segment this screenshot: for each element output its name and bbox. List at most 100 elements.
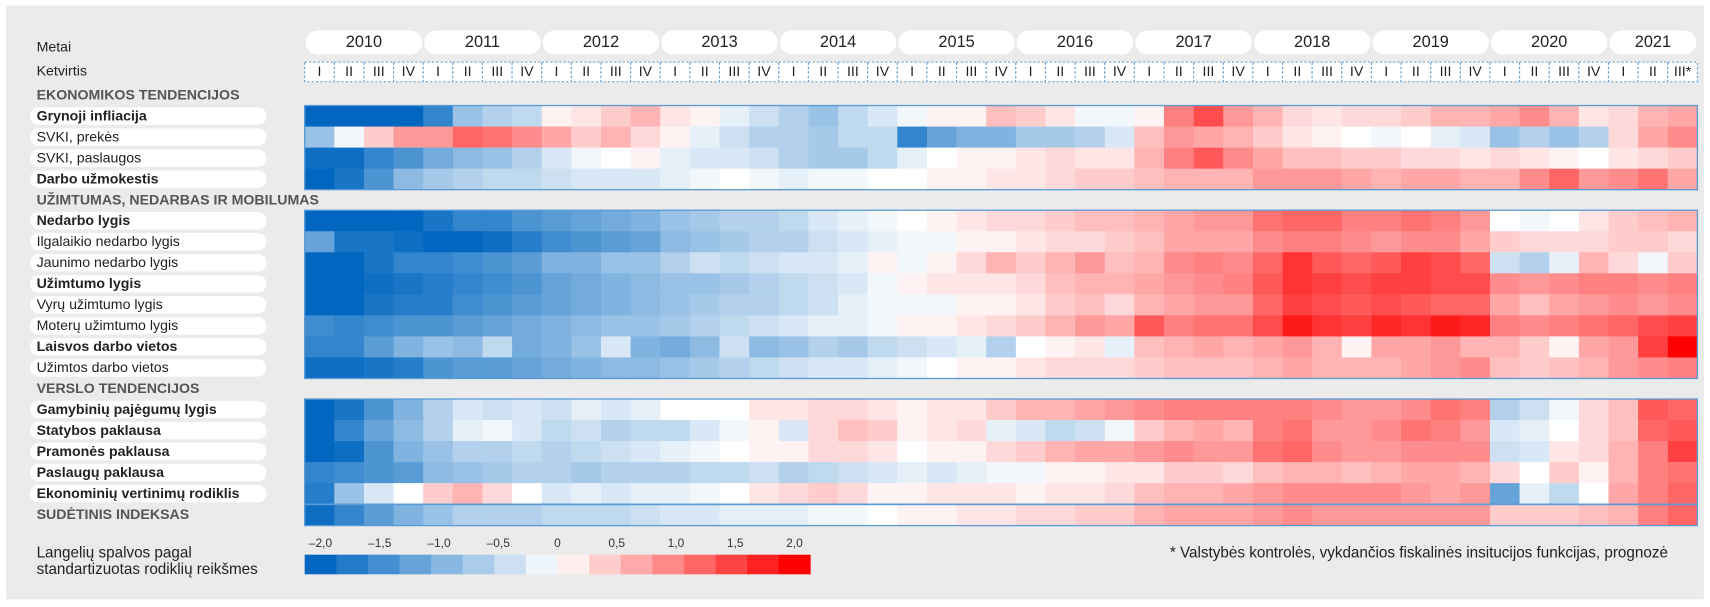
heat-cell <box>1104 231 1135 253</box>
heat-cell <box>897 336 928 358</box>
heat-cell <box>1519 357 1550 379</box>
heat-cell <box>956 252 987 274</box>
heat-cell <box>512 504 543 526</box>
heat-cell <box>1134 168 1165 191</box>
heat-cell <box>423 252 454 274</box>
year-pill <box>661 30 778 55</box>
heat-cell <box>897 483 928 505</box>
heat-cell <box>1341 168 1372 191</box>
heat-cell <box>452 105 483 127</box>
heat-cell <box>1460 231 1491 253</box>
heat-cell <box>719 504 750 526</box>
heat-cell <box>1489 357 1520 379</box>
heat-cell <box>541 357 572 379</box>
heat-cell <box>1134 420 1165 442</box>
heat-cell <box>1312 273 1343 295</box>
heat-cell <box>926 273 957 295</box>
heat-cell <box>571 273 602 295</box>
heat-cell <box>867 252 898 274</box>
heat-cell <box>1104 168 1135 191</box>
heat-cell <box>1075 336 1106 358</box>
year-pill <box>1016 30 1134 55</box>
quarter-label: II <box>1530 64 1538 80</box>
heat-cell <box>1460 462 1491 484</box>
heat-cell <box>986 441 1017 463</box>
heat-cell <box>897 357 928 379</box>
heat-cell <box>600 273 631 295</box>
heat-cell <box>1549 462 1580 484</box>
heat-cell <box>1312 441 1343 463</box>
heat-cell <box>660 420 691 442</box>
heat-cell <box>1104 252 1135 274</box>
heat-cell <box>1104 126 1135 148</box>
heat-cell <box>1578 210 1609 232</box>
heat-cell <box>838 420 869 442</box>
heat-cell <box>334 441 365 463</box>
heat-cell <box>600 420 631 442</box>
heat-cell <box>1134 273 1165 295</box>
heat-cell <box>719 294 750 316</box>
heat-cell <box>571 399 602 421</box>
heat-cell <box>1608 273 1639 295</box>
heat-cell <box>1015 357 1046 379</box>
heat-cell <box>452 147 483 169</box>
heat-cell <box>749 294 780 316</box>
heat-cell <box>512 462 543 484</box>
heat-cell <box>1075 210 1106 232</box>
heat-cell <box>423 441 454 463</box>
heat-cell <box>1549 441 1580 463</box>
heat-cell <box>719 420 750 442</box>
year-label: 2016 <box>1057 33 1093 51</box>
heat-cell <box>630 126 661 148</box>
heat-cell <box>808 441 839 463</box>
heat-cell <box>1193 252 1224 274</box>
heat-cell <box>1223 483 1254 505</box>
heat-cell <box>1608 315 1639 337</box>
heat-cell <box>986 399 1017 421</box>
heat-cell <box>541 105 572 127</box>
colorbar-tick-label: 1,0 <box>668 536 685 550</box>
heat-cell <box>808 252 839 274</box>
heat-cell <box>1223 504 1254 526</box>
heat-cell <box>452 441 483 463</box>
heat-cell <box>689 147 720 169</box>
heat-cell <box>926 399 957 421</box>
heat-cell <box>1638 294 1669 316</box>
heat-cell <box>541 483 572 505</box>
heat-cell <box>1578 462 1609 484</box>
heat-cell <box>1134 441 1165 463</box>
heat-cell <box>1045 126 1076 148</box>
heat-cell <box>1430 420 1461 442</box>
heat-cell <box>1430 231 1461 253</box>
heat-cell <box>1134 462 1165 484</box>
heat-cell <box>1638 210 1669 232</box>
heat-cell <box>749 105 780 127</box>
heat-cell <box>363 147 394 169</box>
quarter-label: III <box>965 64 977 80</box>
heat-cell <box>1549 315 1580 337</box>
heat-cell <box>838 441 869 463</box>
heat-cell <box>1341 399 1372 421</box>
heat-cell <box>1549 231 1580 253</box>
heat-cell <box>838 399 869 421</box>
heat-cell <box>838 210 869 232</box>
heat-cell <box>986 357 1017 379</box>
heat-cell <box>1134 399 1165 421</box>
heat-cell <box>1193 504 1224 526</box>
heat-cell <box>867 126 898 148</box>
heat-cell <box>1134 336 1165 358</box>
heat-cell <box>512 231 543 253</box>
heat-cell <box>867 504 898 526</box>
heat-cell <box>482 483 513 505</box>
heat-cell <box>749 315 780 337</box>
heat-cell <box>1312 168 1343 191</box>
heat-cell <box>423 420 454 442</box>
heat-cell <box>1075 105 1106 127</box>
heat-cell <box>778 462 809 484</box>
heat-cell <box>778 399 809 421</box>
heat-cell <box>1223 105 1254 127</box>
heat-cell <box>1282 441 1313 463</box>
heat-cell <box>512 273 543 295</box>
heat-cell <box>1312 504 1343 526</box>
colorbar-step <box>336 554 369 575</box>
